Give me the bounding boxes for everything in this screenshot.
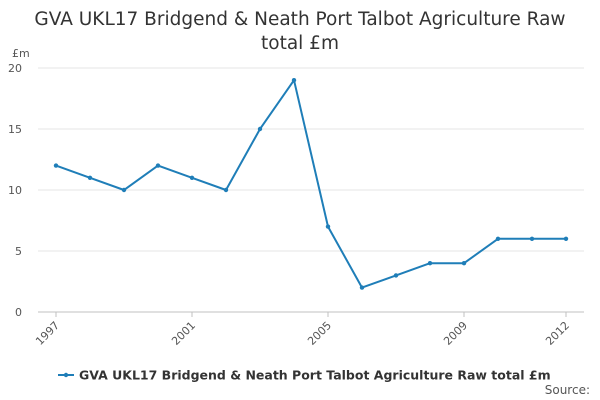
data-point[interactable] xyxy=(529,236,535,241)
legend-label: GVA UKL17 Bridgend & Neath Port Talbot A… xyxy=(79,368,551,383)
y-axis-ticks: 0 5 10 15 20 xyxy=(8,62,22,319)
source-label[interactable]: Source: xyxy=(544,383,590,397)
x-tick-label: 2012 xyxy=(543,319,572,348)
data-point[interactable] xyxy=(563,236,569,241)
x-tick-label: 2001 xyxy=(169,319,198,348)
data-point[interactable] xyxy=(291,78,297,83)
data-point[interactable] xyxy=(87,175,93,180)
x-axis-ticks: 1997 2001 2005 2009 2012 xyxy=(33,312,572,348)
legend-point-marker xyxy=(63,372,69,378)
chart-title-line-1: GVA UKL17 Bridgend & Neath Port Talbot A… xyxy=(34,9,566,30)
data-point[interactable] xyxy=(223,187,229,193)
data-point[interactable] xyxy=(427,261,433,266)
y-axis-unit-label: £m xyxy=(12,47,30,60)
data-point[interactable] xyxy=(155,163,161,168)
legend[interactable]: GVA UKL17 Bridgend & Neath Port Talbot A… xyxy=(58,368,551,383)
series-line[interactable] xyxy=(55,79,566,289)
data-point[interactable] xyxy=(393,273,399,278)
data-point[interactable] xyxy=(495,236,501,241)
y-tick-label: 0 xyxy=(15,306,22,319)
data-point[interactable] xyxy=(359,285,365,290)
data-point[interactable] xyxy=(121,187,127,193)
chart-title: GVA UKL17 Bridgend & Neath Port Talbot A… xyxy=(0,8,600,56)
y-tick-label: 20 xyxy=(8,62,22,75)
series-layer xyxy=(53,78,569,290)
x-tick-label: 2005 xyxy=(305,319,334,348)
data-point[interactable] xyxy=(325,224,331,229)
data-point[interactable] xyxy=(461,261,467,266)
x-tick-label: 2009 xyxy=(441,319,470,348)
data-point[interactable] xyxy=(257,126,263,132)
data-point[interactable] xyxy=(53,163,59,168)
y-tick-label: 15 xyxy=(8,123,22,136)
chart-title-line-2: total £m xyxy=(261,33,339,54)
y-tick-label: 10 xyxy=(8,184,22,197)
y-tick-label: 5 xyxy=(15,245,22,258)
data-point[interactable] xyxy=(189,175,195,180)
gridlines xyxy=(38,67,584,252)
x-tick-label: 1997 xyxy=(33,319,62,348)
